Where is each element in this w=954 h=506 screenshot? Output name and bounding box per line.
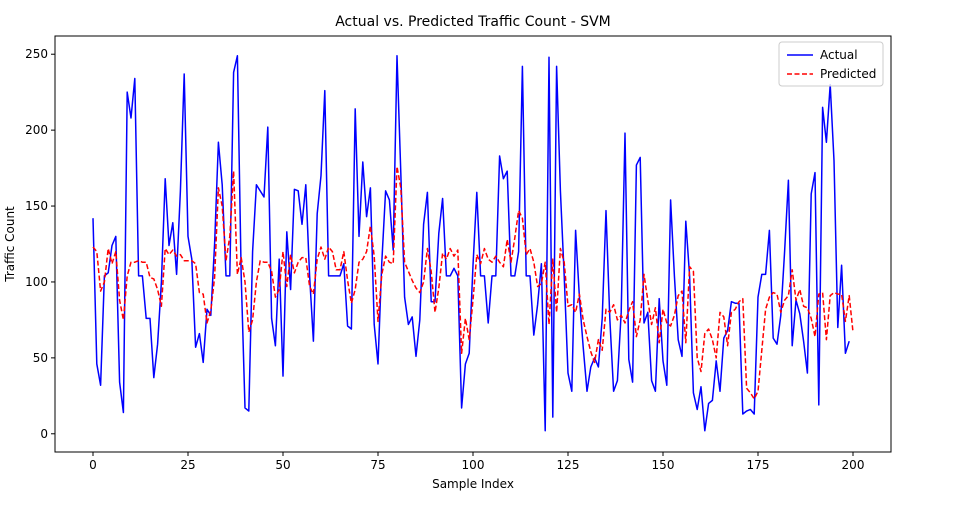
y-tick-label: 0 (40, 427, 48, 441)
x-tick-label: 200 (842, 458, 865, 472)
y-tick-label: 250 (25, 47, 48, 61)
legend-label-predicted: Predicted (820, 67, 876, 81)
x-tick-label: 25 (180, 458, 195, 472)
x-tick-label: 100 (462, 458, 485, 472)
x-axis-title: Sample Index (432, 477, 514, 491)
x-tick-label: 175 (747, 458, 770, 472)
y-axis-title: Traffic Count (3, 206, 17, 283)
y-axis: 0 50 100 150 200 250 (25, 47, 55, 441)
x-tick-label: 150 (652, 458, 675, 472)
legend-box (778, 41, 884, 87)
x-axis: 0 25 50 75 100 125 150 175 200 (89, 452, 864, 472)
x-tick-label: 75 (370, 458, 385, 472)
y-tick-label: 200 (25, 123, 48, 137)
x-tick-label: 125 (557, 458, 580, 472)
y-tick-label: 100 (25, 275, 48, 289)
series-layer (92, 54, 854, 432)
chart-title: Actual vs. Predicted Traffic Count - SVM (335, 14, 611, 30)
x-tick-label: 50 (275, 458, 290, 472)
y-tick-label: 50 (33, 351, 48, 365)
series-line-actual (92, 54, 850, 432)
legend-label-actual: Actual (820, 48, 858, 62)
legend: Actual Predicted (778, 41, 884, 87)
y-tick-label: 150 (25, 199, 48, 213)
x-tick-label: 0 (89, 458, 97, 472)
